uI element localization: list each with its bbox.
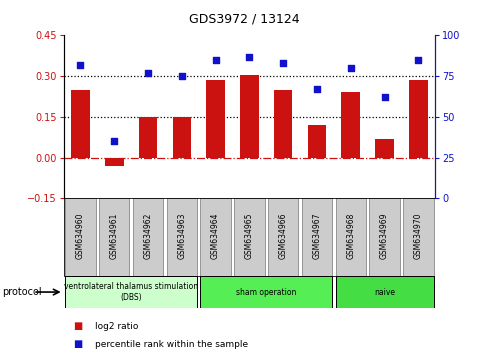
Text: GSM634964: GSM634964 (211, 212, 220, 259)
Point (110, 138, 118, 144)
Text: GSM634962: GSM634962 (143, 212, 152, 259)
Bar (206, 80, 224, 158)
Bar (200, 276, 331, 308)
Text: ■: ■ (73, 339, 82, 349)
Point (144, 70, 152, 76)
Point (245, 54, 253, 59)
Point (279, 60, 286, 66)
Text: GSM634968: GSM634968 (346, 212, 354, 259)
Point (77, 62, 84, 68)
Bar (234, 198, 264, 276)
Point (211, 57, 219, 63)
Bar (166, 198, 197, 276)
Bar (267, 198, 298, 276)
Text: log2 ratio: log2 ratio (95, 322, 139, 331)
Text: GSM634967: GSM634967 (312, 212, 321, 259)
Bar (139, 117, 157, 158)
Point (380, 95, 387, 100)
Bar (402, 198, 433, 276)
Bar (408, 80, 427, 158)
Bar (65, 276, 197, 308)
Text: GSM634960: GSM634960 (76, 212, 85, 259)
Text: GSM634970: GSM634970 (413, 212, 422, 259)
Bar (273, 90, 292, 158)
Point (346, 65, 354, 71)
Text: GSM634969: GSM634969 (379, 212, 388, 259)
Text: GSM634965: GSM634965 (244, 212, 253, 259)
Text: GDS3972 / 13124: GDS3972 / 13124 (189, 12, 299, 25)
Text: ventrolateral thalamus stimulation
(DBS): ventrolateral thalamus stimulation (DBS) (64, 282, 198, 302)
Bar (99, 198, 129, 276)
Point (312, 86, 320, 92)
Text: GSM634966: GSM634966 (278, 212, 287, 259)
Bar (65, 198, 96, 276)
Bar (172, 117, 191, 158)
Bar (240, 75, 258, 158)
Bar (105, 158, 123, 166)
Text: naive: naive (373, 287, 394, 297)
Text: GSM634963: GSM634963 (177, 212, 186, 259)
Bar (341, 92, 359, 158)
Bar (301, 198, 331, 276)
Bar (374, 138, 393, 158)
Bar (307, 125, 325, 158)
Text: ■: ■ (73, 321, 82, 331)
Text: protocol: protocol (2, 287, 42, 297)
Text: sham operation: sham operation (236, 287, 296, 297)
Bar (335, 198, 365, 276)
Text: GSM634961: GSM634961 (109, 212, 119, 259)
Bar (71, 90, 90, 158)
Point (178, 73, 185, 79)
Bar (133, 198, 163, 276)
Point (413, 57, 421, 63)
Text: percentile rank within the sample: percentile rank within the sample (95, 339, 248, 349)
Bar (200, 198, 230, 276)
Bar (335, 276, 433, 308)
Bar (368, 198, 399, 276)
